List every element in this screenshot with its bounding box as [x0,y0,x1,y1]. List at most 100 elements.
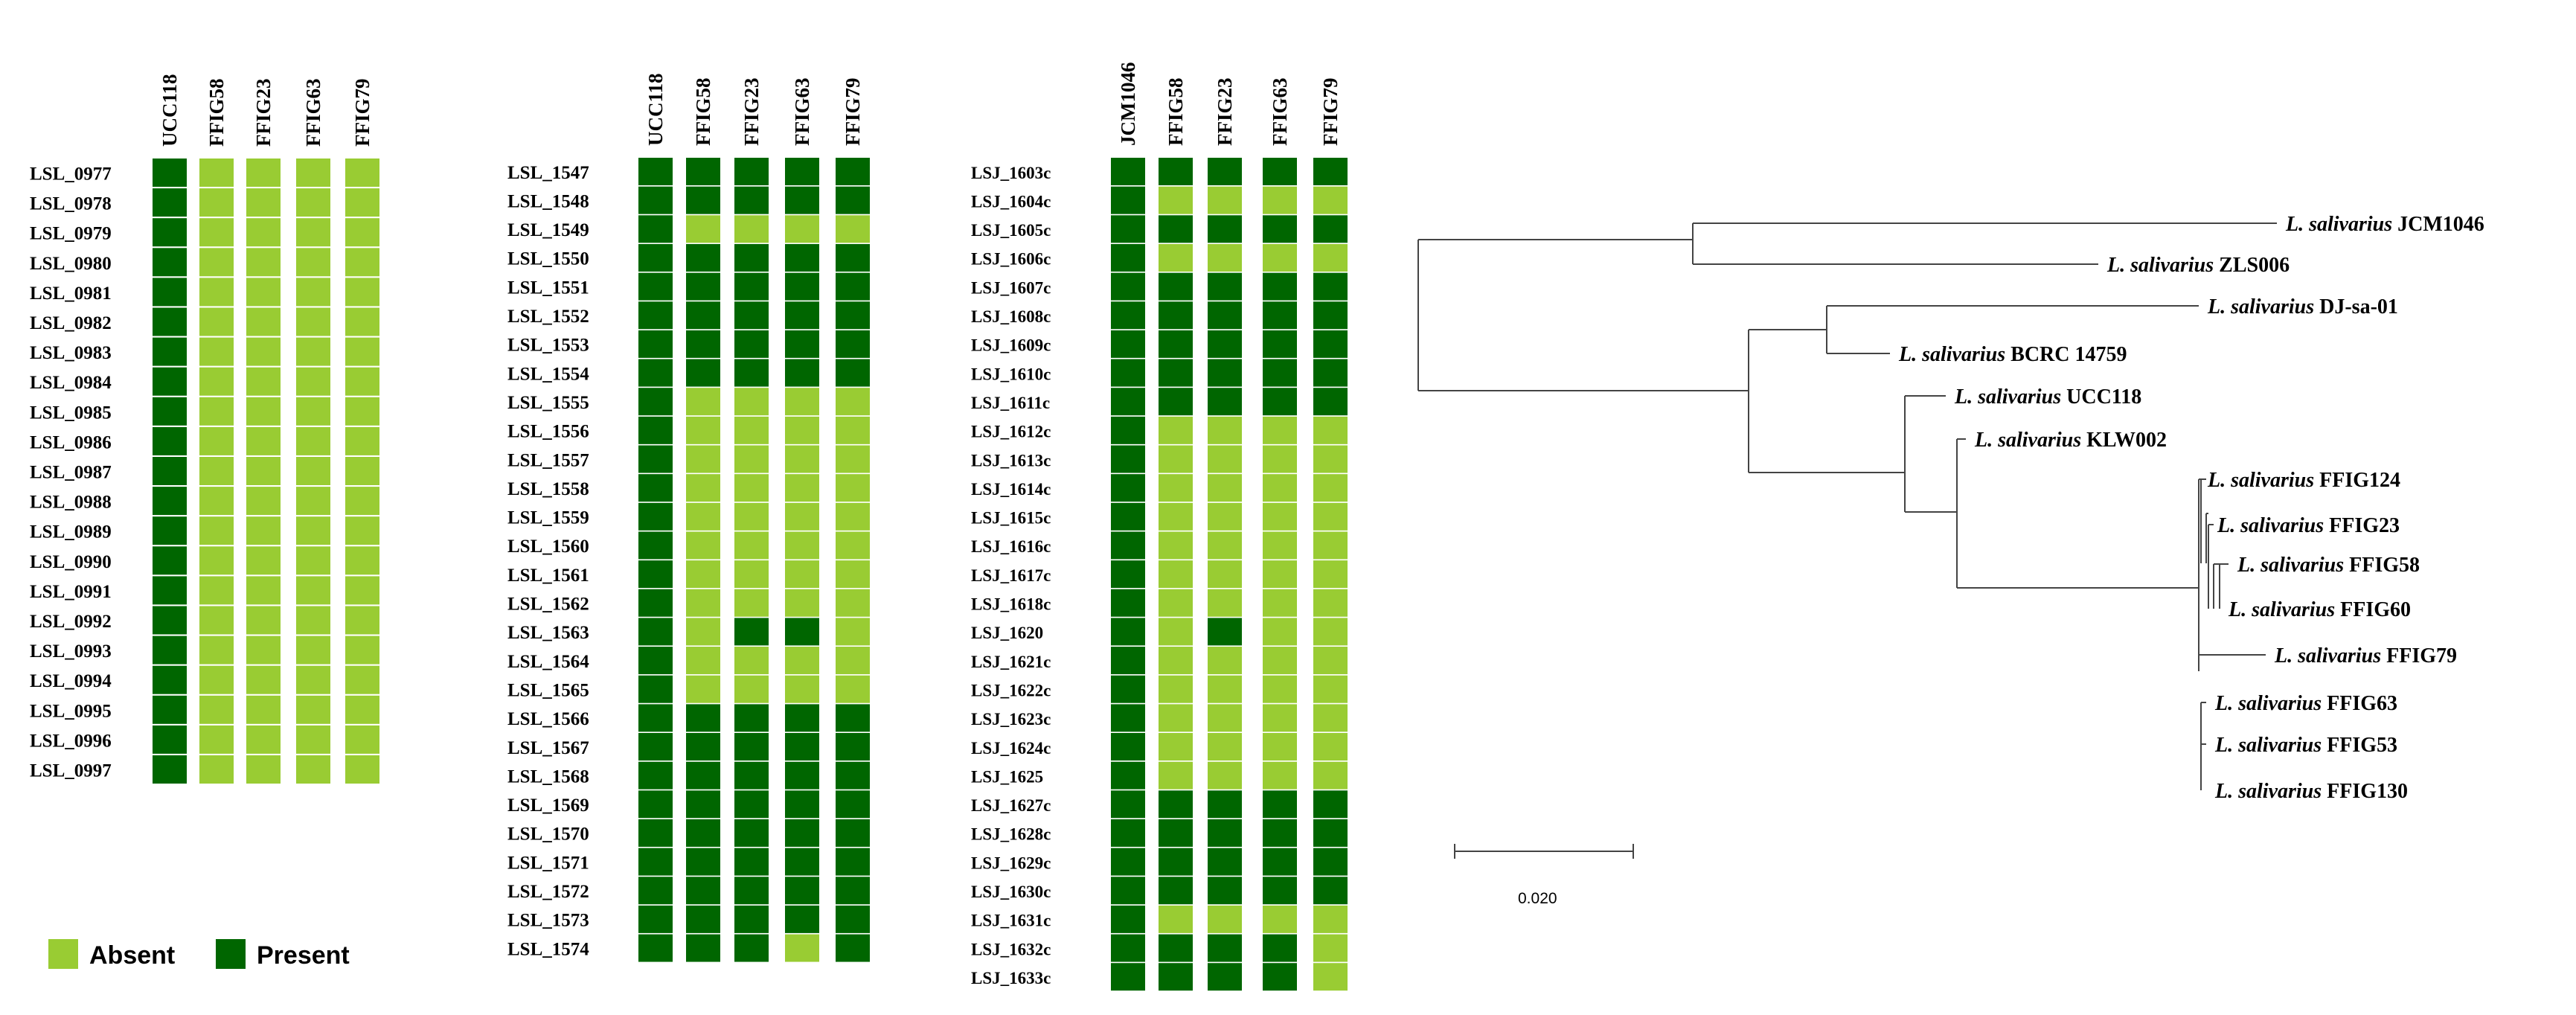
cell-absent [1313,502,1348,531]
cell-present [1111,359,1145,387]
cell-present [1111,186,1145,214]
cell-present [1111,215,1145,243]
gene-label: LSL_1570 [507,825,589,845]
gene-label: LSL_0987 [30,463,112,483]
cell-present [785,359,819,387]
cell-present [153,307,187,336]
cell-present [1263,790,1297,819]
cell-present [785,186,819,214]
cell-absent [246,516,281,545]
tree-edge [2213,563,2220,609]
cell-present [734,359,769,387]
gene-label: LSJ_1630c [971,883,1051,901]
cell-absent [246,218,281,247]
cell-present [785,301,819,330]
cell-absent [199,278,234,307]
cell-present [1208,618,1242,646]
cell-present [1159,388,1193,416]
cell-present [638,158,673,185]
cell-absent [1159,589,1193,617]
cell-absent [836,618,870,646]
cell-absent [296,307,330,336]
cell-present [686,877,720,905]
gene-label: LSL_1567 [507,738,589,758]
cell-present [1159,301,1193,330]
cell-absent [734,675,769,703]
gene-label: LSL_0985 [30,403,112,423]
cell-present [734,848,769,876]
cell-absent [686,215,720,243]
cell-present [1208,848,1242,876]
cell-present [734,733,769,761]
cell-absent [734,416,769,444]
gene-label: LSL_1554 [507,364,589,384]
cell-absent [686,502,720,531]
cell-absent [345,188,379,217]
cell-absent [296,159,330,187]
cell-absent [1208,761,1242,790]
column-header: UCC118 [644,73,667,146]
gene-label: LSL_1556 [507,422,589,442]
cell-absent [836,416,870,444]
cell-absent [686,531,720,560]
cell-present [836,158,870,185]
cell-present [153,576,187,605]
cell-absent [345,725,379,754]
gene-label: LSL_1559 [507,508,589,528]
cell-present [1111,502,1145,531]
cell-present [734,761,769,790]
cell-absent [1313,560,1348,589]
cell-present [1111,388,1145,416]
gene-label: LSL_0980 [30,254,112,274]
gene-label: LSL_1564 [507,652,589,672]
gene-label: LSJ_1610c [971,365,1051,383]
tree-leaf-label: L. salivarius FFIG124 [2207,469,2400,492]
cell-absent [246,695,281,724]
cell-absent [345,695,379,724]
tree-leaf-label: L. salivarius FFIG63 [2214,692,2397,715]
cell-present [785,877,819,905]
cell-absent [1208,560,1242,589]
cell-absent [296,516,330,545]
cell-absent [1313,589,1348,617]
cell-present [153,516,187,545]
cell-present [638,790,673,819]
cell-absent [836,531,870,560]
cell-absent [734,388,769,416]
cell-present [153,188,187,217]
cell-present [686,704,720,732]
cell-absent [1208,589,1242,617]
cell-absent [1159,704,1193,732]
cell-absent [246,755,281,784]
cell-present [638,819,673,847]
cell-present [1263,388,1297,416]
cell-present [153,278,187,307]
gene-label: LSL_1553 [507,336,589,356]
gene-label: LSL_0977 [30,164,112,185]
cell-present [734,158,769,185]
cell-present [638,243,673,272]
cell-absent [836,215,870,243]
cell-absent [1263,761,1297,790]
tree-edges [1417,222,2277,790]
cell-absent [785,474,819,502]
tree-edge [1826,305,2199,354]
cell-present [1111,647,1145,675]
cell-present [1208,819,1242,847]
cell-present [1159,158,1193,185]
cell-absent [199,576,234,605]
cell-present [1111,445,1145,473]
cell-present [153,635,187,665]
cell-absent [1313,445,1348,473]
gene-label: LSL_1561 [507,566,589,586]
gene-label: LSL_1573 [507,911,589,931]
cell-present [638,388,673,416]
cell-absent [345,307,379,336]
cell-present [638,934,673,962]
cell-present [1111,474,1145,502]
gene-label: LSJ_1617c [971,566,1051,585]
cell-present [785,704,819,732]
cell-present [836,243,870,272]
cell-present [836,272,870,301]
cell-absent [296,248,330,277]
